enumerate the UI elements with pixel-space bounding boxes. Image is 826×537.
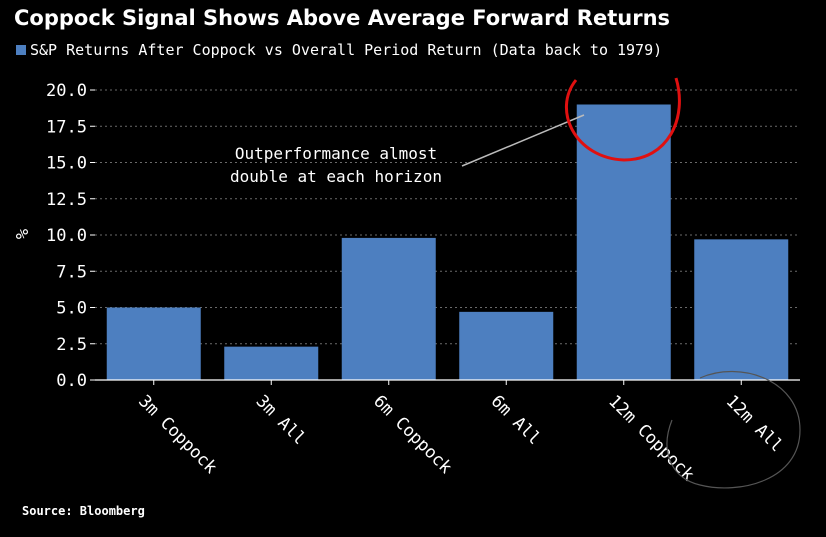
legend: S&P Returns After Coppock vs Overall Per… (16, 41, 662, 59)
y-tick-label: 12.5 (46, 190, 87, 210)
bar-3m-coppock (106, 307, 201, 380)
x-tick-label: 3m Coppock (134, 391, 221, 478)
y-axis-ticks: 0.0 2.5 5.0 7.5 10.0 12.5 15.0 17.5 20.0 (46, 81, 95, 391)
source-note: Source: Bloomberg (22, 504, 145, 518)
highlight-circle (564, 77, 681, 162)
x-tick-label: 6m All (487, 391, 545, 449)
bar-6m-all (459, 311, 554, 380)
bar-chart: 0.0 2.5 5.0 7.5 10.0 12.5 15.0 17.5 20.0 % 3m Co… (13, 77, 801, 489)
y-tick-label: 20.0 (46, 81, 87, 101)
bars (106, 104, 789, 380)
hand-drawn-circle (666, 370, 801, 489)
annotation-line-1: Outperformance almost (235, 144, 437, 163)
bar-3m-all (224, 346, 319, 380)
y-tick-label: 15.0 (46, 154, 87, 174)
chart-title: Coppock Signal Shows Above Average Forwa… (14, 6, 671, 30)
annotation-leader-line (461, 114, 585, 167)
y-tick-label: 0.0 (56, 371, 87, 391)
bar-12m-coppock (576, 104, 671, 380)
y-tick-label: 10.0 (46, 226, 87, 246)
y-tick-label: 5.0 (56, 299, 87, 319)
bar-6m-coppock (341, 237, 436, 380)
bar-12m-all (694, 239, 789, 380)
y-tick-label: 7.5 (56, 262, 87, 282)
y-tick-label: 17.5 (46, 117, 87, 137)
annotation: Outperformance almost double at each hor… (230, 114, 585, 186)
x-tick-label: 6m Coppock (369, 391, 456, 478)
x-tick-label: 12m All (722, 391, 787, 456)
legend-swatch (16, 45, 26, 55)
annotation-line-2: double at each horizon (230, 167, 442, 186)
x-tick-label: 3m All (252, 391, 310, 449)
legend-label: S&P Returns After Coppock vs Overall Per… (30, 41, 663, 59)
x-axis-ticks: 3m Coppock 3m All 6m Coppock 6m All 12m Copp… (134, 380, 787, 485)
y-axis-label: % (13, 229, 33, 239)
y-tick-label: 2.5 (56, 335, 87, 355)
x-tick-label: 12m Coppock (604, 391, 698, 485)
